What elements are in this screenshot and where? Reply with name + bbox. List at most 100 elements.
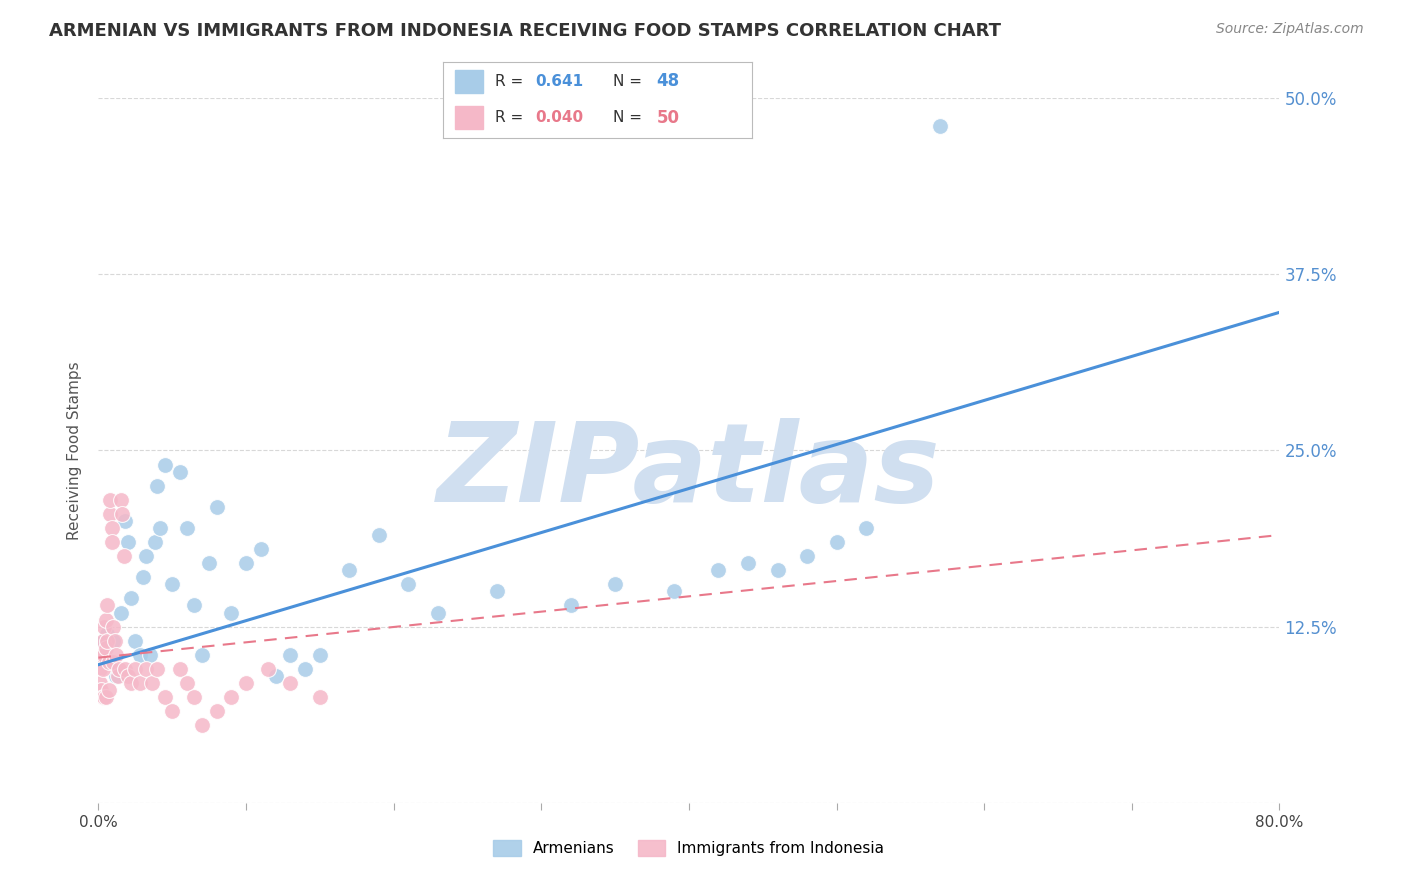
Text: ZIPatlas: ZIPatlas [437, 418, 941, 525]
Point [97, 655, 120, 669]
Point [93, 648, 115, 662]
Point [89, 676, 111, 690]
Point [250, 542, 273, 557]
Point [96, 633, 118, 648]
Point [135, 662, 157, 676]
Point [825, 535, 848, 549]
Point [169, 465, 191, 479]
Point [235, 676, 257, 690]
Point [98, 492, 121, 507]
Point [427, 606, 450, 620]
Point [339, 563, 361, 577]
Text: ARMENIAN VS IMMIGRANTS FROM INDONESIA RECEIVING FOOD STAMPS CORRELATION CHART: ARMENIAN VS IMMIGRANTS FROM INDONESIA RE… [49, 22, 1001, 40]
Point [176, 676, 198, 690]
Point [235, 556, 257, 570]
Point [191, 718, 214, 732]
Point [96, 626, 118, 640]
Point [221, 606, 243, 620]
Point [114, 514, 136, 528]
Point [766, 563, 789, 577]
Point [108, 662, 131, 676]
Point [855, 521, 877, 535]
Point [205, 704, 228, 718]
Point [929, 120, 952, 134]
Point [100, 521, 122, 535]
Point [110, 606, 132, 620]
Point [707, 563, 730, 577]
Point [103, 655, 125, 669]
Text: R =: R = [495, 111, 529, 125]
Text: R =: R = [495, 74, 529, 89]
Point [117, 535, 139, 549]
Point [153, 458, 176, 472]
Point [112, 549, 135, 564]
Point [143, 535, 166, 549]
Point [100, 535, 122, 549]
Point [124, 633, 146, 648]
Point [114, 662, 136, 676]
Point [176, 521, 198, 535]
Text: 48: 48 [657, 72, 679, 90]
Point [111, 507, 134, 521]
Point [89, 662, 111, 676]
Point [117, 669, 139, 683]
Point [264, 669, 287, 683]
Point [105, 648, 128, 662]
Point [183, 690, 205, 705]
Point [124, 662, 146, 676]
Point [368, 528, 391, 542]
Point [205, 500, 228, 514]
Point [398, 577, 420, 591]
Point [98, 507, 121, 521]
Point [110, 492, 132, 507]
Point [135, 549, 157, 564]
Point [191, 648, 214, 662]
Point [280, 676, 302, 690]
Text: N =: N = [613, 111, 647, 125]
Bar [456, 70, 484, 93]
Point [146, 478, 169, 492]
Point [98, 655, 121, 669]
Point [560, 599, 582, 613]
Point [120, 591, 142, 606]
Point [128, 676, 150, 690]
Point [198, 556, 221, 570]
Point [146, 662, 169, 676]
Point [103, 633, 125, 648]
Legend: Armenians, Immigrants from Indonesia: Armenians, Immigrants from Indonesia [488, 834, 890, 862]
Point [257, 662, 280, 676]
Point [96, 599, 118, 613]
Point [105, 669, 128, 683]
Point [141, 676, 163, 690]
Point [280, 648, 302, 662]
Point [169, 662, 191, 676]
Text: 0.040: 0.040 [536, 111, 583, 125]
Point [91, 690, 114, 705]
Point [162, 577, 183, 591]
Point [132, 570, 155, 584]
Text: 0.641: 0.641 [536, 74, 583, 89]
Point [486, 584, 509, 599]
Point [796, 549, 818, 564]
Point [97, 683, 120, 698]
Point [120, 676, 142, 690]
Point [183, 599, 205, 613]
Point [309, 690, 332, 705]
Point [149, 521, 172, 535]
Point [664, 584, 686, 599]
Point [294, 662, 316, 676]
Bar [456, 106, 484, 129]
Point [91, 633, 114, 648]
Point [104, 633, 127, 648]
Point [162, 704, 183, 718]
Point [107, 669, 129, 683]
Point [94, 640, 117, 655]
Point [128, 648, 150, 662]
Text: N =: N = [613, 74, 647, 89]
Point [221, 690, 243, 705]
Point [737, 556, 759, 570]
Point [93, 690, 115, 705]
Point [153, 690, 176, 705]
Point [103, 619, 125, 633]
Text: Source: ZipAtlas.com: Source: ZipAtlas.com [1216, 22, 1364, 37]
